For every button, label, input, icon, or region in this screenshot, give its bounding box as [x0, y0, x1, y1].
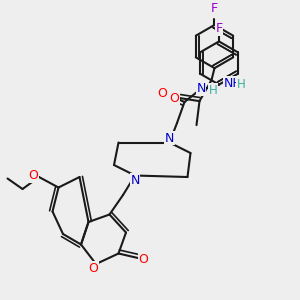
Text: O: O: [29, 169, 38, 182]
Text: H: H: [208, 83, 217, 97]
Text: N: N: [130, 173, 140, 187]
Text: O: O: [169, 92, 179, 105]
Text: O: O: [89, 262, 98, 275]
Text: N: N: [196, 82, 206, 95]
Text: O: O: [158, 86, 167, 100]
Text: O: O: [139, 253, 148, 266]
Text: NH: NH: [224, 76, 242, 90]
Text: N: N: [165, 131, 174, 145]
Text: F: F: [215, 22, 223, 35]
Text: H: H: [237, 77, 246, 91]
Text: F: F: [211, 2, 218, 15]
